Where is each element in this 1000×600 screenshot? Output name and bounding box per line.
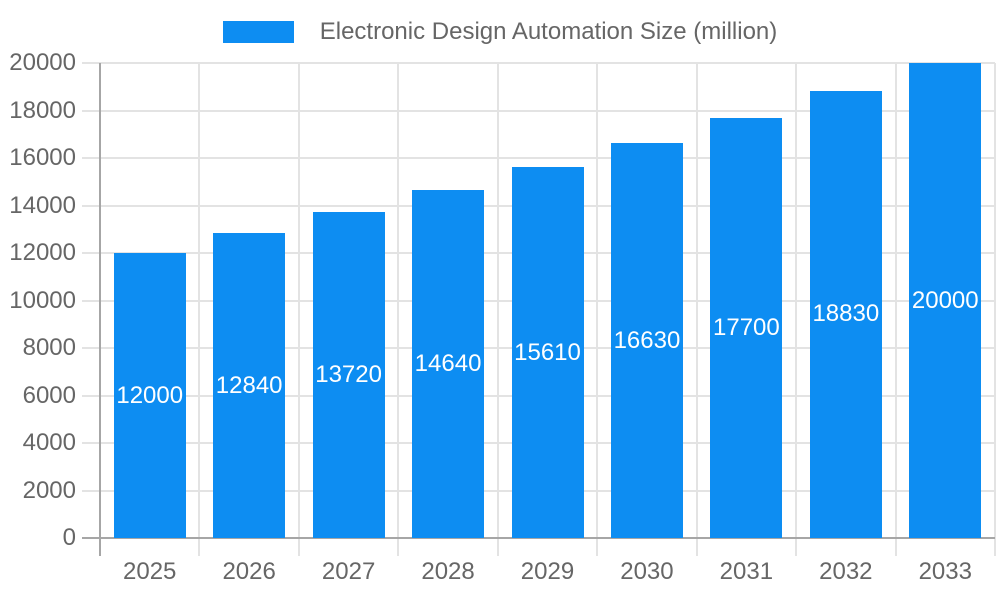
- y-axis-tick-label: 4000: [22, 429, 76, 456]
- gridline-x-4: [496, 63, 499, 556]
- gridline-y-20000: [82, 62, 995, 64]
- gridline-x-6: [695, 63, 698, 556]
- y-axis-tick-label: 14000: [9, 191, 76, 219]
- gridline-y-16000: [82, 157, 995, 159]
- y-axis-tick-label: 0: [62, 524, 76, 551]
- x-axis-tick-label: 2031: [719, 558, 774, 585]
- x-axis-tick-label: 2025: [123, 558, 177, 585]
- y-axis-tick-label: 16000: [9, 144, 76, 171]
- bar-value-label: 17700: [713, 313, 780, 341]
- bar-value-label: 12840: [215, 371, 283, 399]
- bar-2032[interactable]: 18830: [809, 90, 882, 538]
- x-axis-tick-label: 2030: [620, 558, 674, 585]
- y-axis-tick-label: 2000: [22, 476, 76, 504]
- bar-value-label: 18830: [812, 300, 880, 328]
- gridline-x-8: [894, 63, 897, 556]
- x-axis-tick-label: 2026: [222, 558, 276, 585]
- bar-2027[interactable]: 13720: [312, 212, 385, 538]
- x-axis-tick-label: 2029: [520, 558, 575, 585]
- x-axis-line: [82, 537, 995, 539]
- bar-value-label: 20000: [911, 286, 979, 314]
- legend-swatch-icon: [222, 21, 294, 43]
- gridline-y-18000: [82, 109, 995, 112]
- x-axis-tick-label: 2032: [819, 558, 873, 585]
- gridline-x-7: [795, 63, 798, 556]
- y-axis-tick-label: 20000: [9, 49, 76, 76]
- gridline-x-1: [198, 63, 201, 556]
- y-axis-tick-label: 10000: [9, 286, 76, 314]
- bar-value-label: 12000: [116, 381, 184, 409]
- y-axis-tick-label: 18000: [9, 96, 76, 124]
- gridline-x-2: [297, 63, 300, 556]
- gridline-x-5: [596, 63, 599, 556]
- y-axis-line: [99, 63, 101, 556]
- bar-2030[interactable]: 16630: [610, 143, 683, 538]
- y-axis-tick-label: 6000: [22, 381, 76, 409]
- x-axis-tick-label: 2028: [421, 558, 475, 585]
- bar-2031[interactable]: 17700: [710, 117, 783, 538]
- chart-legend[interactable]: Electronic Design Automation Size (milli…: [0, 16, 1000, 48]
- bar-2025[interactable]: 12000: [113, 253, 186, 538]
- bar-value-label: 13720: [315, 361, 382, 389]
- bar-2029[interactable]: 15610: [511, 167, 584, 538]
- bar-value-label: 15610: [514, 338, 581, 366]
- x-axis-tick-label: 2027: [321, 558, 376, 585]
- bar-value-label: 14640: [414, 350, 482, 378]
- gridline-x-9: [994, 63, 996, 556]
- bar-2026[interactable]: 12840: [213, 233, 286, 538]
- gridline-x-3: [397, 63, 400, 556]
- legend-label: Electronic Design Automation Size (milli…: [319, 18, 778, 45]
- bar-2033[interactable]: 20000: [909, 63, 982, 538]
- bar-value-label: 16630: [613, 326, 681, 354]
- x-axis-tick-label: 2033: [918, 558, 972, 585]
- bar-2028[interactable]: 14640: [412, 190, 485, 538]
- y-axis-tick-label: 12000: [9, 239, 76, 266]
- y-axis-tick-label: 8000: [22, 334, 76, 361]
